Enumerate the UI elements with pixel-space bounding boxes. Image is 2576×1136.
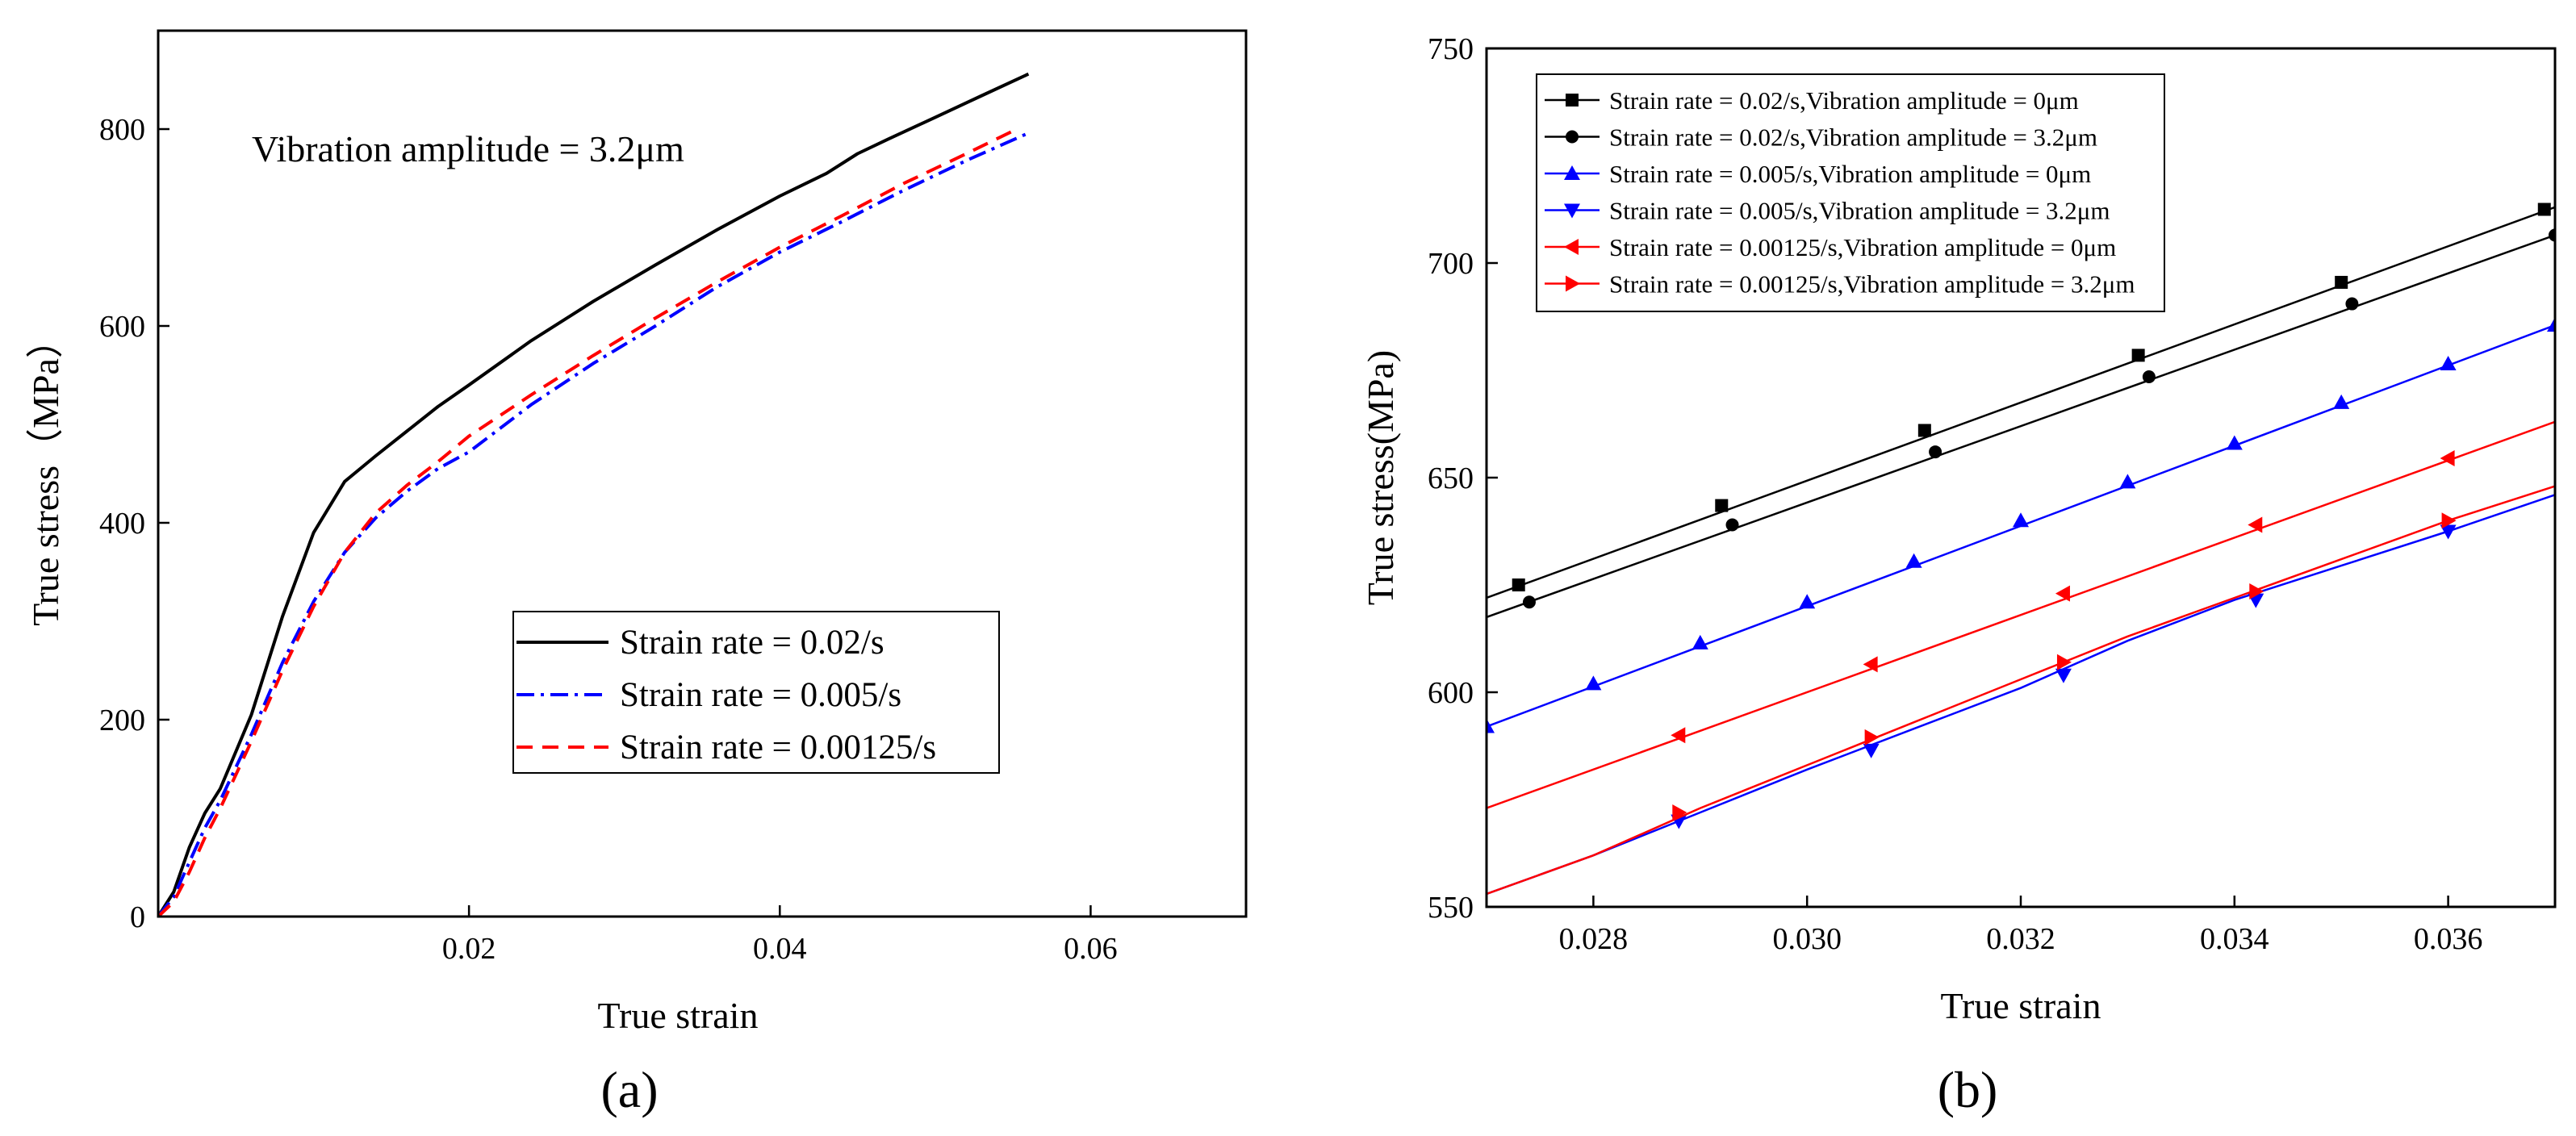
chart-a-series-line-2 <box>158 132 1030 917</box>
chart-b-series-5-marker <box>2248 516 2263 533</box>
chart-b-series-1-marker <box>2537 203 2551 216</box>
legend-b-label-4: Strain rate = 0.005/s,Vibration amplitud… <box>1609 197 2110 225</box>
chart-b-series-2-marker <box>2142 370 2156 383</box>
legend-b-marker-6 <box>1566 275 1580 292</box>
legend-b-label-3: Strain rate = 0.005/s,Vibration amplitud… <box>1609 160 2091 188</box>
legend-b-label-2: Strain rate = 0.02/s,Vibration amplitude… <box>1609 123 2097 152</box>
chart-b-plot-area <box>1487 203 2555 896</box>
chart-a-legend: Strain rate = 0.02/s Strain rate = 0.005… <box>512 611 1000 774</box>
chart-b-series-4-marker <box>1863 743 1880 758</box>
chart-b-series-1-marker <box>1512 578 1525 591</box>
chart-b-series-3-marker <box>2440 356 2457 371</box>
legend-b-label-1: Strain rate = 0.02/s,Vibration amplitude… <box>1609 86 2079 115</box>
chart-b-series-2-marker <box>2549 228 2555 242</box>
chart-b-series-3-marker <box>1905 553 1922 568</box>
chart-b-ylabel: True stress(MPa) <box>1360 350 1401 605</box>
legend-b-marker-3 <box>1564 165 1580 180</box>
chart-panel-b: 0.028 0.030 0.032 0.034 0.036 550 600 650 700 750… <box>1360 32 2557 1118</box>
legend-b-marker-2 <box>1566 130 1579 144</box>
chart-b-series-6-marker <box>1672 804 1687 821</box>
chart-b-ytick-label: 650 <box>1428 461 1474 495</box>
chart-b-legend-items: Strain rate = 0.02/s,Vibration amplitude… <box>1545 86 2135 299</box>
chart-a-ytick-label: 200 <box>99 704 145 737</box>
legend-a-label-1: Strain rate = 0.02/s <box>620 624 884 662</box>
chart-b-series-line-1 <box>1487 206 2555 599</box>
chart-b-series-2-marker <box>1725 518 1739 532</box>
legend-a-label-2: Strain rate = 0.005/s <box>620 676 901 714</box>
chart-a-xtick-label: 0.06 <box>1064 932 1118 966</box>
chart-b-series-6-marker <box>2056 654 2072 670</box>
chart-b-series-2-marker <box>2345 297 2359 311</box>
chart-b-series-3-marker <box>1799 594 1816 609</box>
chart-b-series-line-6 <box>1487 485 2555 896</box>
chart-b-series-2-marker <box>1929 445 1942 459</box>
legend-b-label-5: Strain rate = 0.00125/s,Vibration amplit… <box>1609 233 2116 261</box>
legend-b-marker-1 <box>1566 94 1579 106</box>
chart-a-annotation: Vibration amplitude = 3.2μm <box>252 128 684 169</box>
chart-b-legend-box <box>1536 73 2165 312</box>
chart-b-series-line-2 <box>1487 234 2555 619</box>
chart-b-series-1-marker <box>2335 275 2348 289</box>
chart-a-ytick-label: 0 <box>130 900 145 934</box>
chart-b-xtick-label: 0.028 <box>1559 922 1629 956</box>
chart-b-series-3-marker <box>2333 394 2350 409</box>
chart-b-series-5-marker <box>1671 727 1686 744</box>
chart-b-series-6-marker <box>1864 729 1880 746</box>
legend-a-label-3: Strain rate = 0.00125/s <box>620 729 936 766</box>
chart-a-ylabel: True stress（MPa） <box>25 321 66 626</box>
chart-a-series-line-3 <box>158 129 1014 917</box>
chart-b-series-6-marker <box>2249 583 2264 599</box>
chart-panel-a: 0.02 0.04 0.06 0 200 400 600 800 Vibration ampl… <box>25 29 1248 1118</box>
chart-b-ytick-label: 550 <box>1428 891 1474 925</box>
chart-b-series-3-marker <box>2013 512 2029 528</box>
chart-b-xtick-label: 0.034 <box>2200 922 2269 956</box>
chart-b-ticks: 0.028 0.030 0.032 0.034 0.036 550 600 650 700 750 <box>1428 32 2482 956</box>
chart-a-ytick-label: 600 <box>99 310 145 344</box>
legend-b-marker-5 <box>1564 239 1579 255</box>
chart-b-series-3-marker <box>1487 718 1495 733</box>
chart-b-xlabel: True strain <box>1941 985 2101 1026</box>
chart-b-series-5-marker <box>2440 450 2455 467</box>
chart-b-series-3-marker <box>2119 474 2136 489</box>
legend-b-label-6: Strain rate = 0.00125/s,Vibration amplit… <box>1609 270 2135 299</box>
chart-b-series-5-marker <box>2055 585 2070 602</box>
chart-b-series-3-marker <box>1692 634 1708 649</box>
chart-b-series-1-marker <box>1917 424 1931 437</box>
panel-label-a: (a) <box>600 1061 658 1118</box>
chart-b-series-line-5 <box>1487 420 2555 809</box>
chart-a-ticks: 0.02 0.04 0.06 0 200 400 600 800 <box>99 113 1118 966</box>
chart-a-series-line-1 <box>158 72 1030 917</box>
chart-b-series-1-marker <box>1715 499 1729 512</box>
panel-label-b: (b) <box>1938 1061 1998 1118</box>
legend-b-marker-4 <box>1564 203 1580 219</box>
chart-a-xtick-label: 0.02 <box>442 932 496 966</box>
chart-b-series-4-marker <box>2440 524 2457 540</box>
chart-a-xtick-label: 0.04 <box>753 932 807 966</box>
chart-b-ytick-label: 600 <box>1428 676 1474 710</box>
chart-a-plot-area <box>158 72 1030 917</box>
chart-b-series-5-marker <box>1863 656 1878 673</box>
chart-b-series-line-4 <box>1487 494 2555 896</box>
chart-b-ytick-label: 700 <box>1428 247 1474 281</box>
chart-b-ytick-label: 750 <box>1428 32 1474 66</box>
chart-b-series-3-marker <box>2547 317 2555 332</box>
chart-a-ytick-label: 400 <box>99 507 145 541</box>
chart-b-xtick-label: 0.032 <box>1986 922 2055 956</box>
chart-b-series-4-marker <box>2055 668 2072 683</box>
chart-b-series-3-marker <box>1585 675 1602 691</box>
chart-a-xlabel: True strain <box>598 995 759 1036</box>
chart-b-series-3-marker <box>2226 435 2243 450</box>
chart-b-xtick-label: 0.030 <box>1772 922 1842 956</box>
chart-a-ytick-label: 800 <box>99 113 145 147</box>
chart-a-frame <box>157 29 1248 918</box>
chart-b-xtick-label: 0.036 <box>2414 922 2483 956</box>
chart-b-series-2-marker <box>1522 595 1536 609</box>
chart-b-series-6-marker <box>2441 512 2457 529</box>
chart-b-legend: Strain rate = 0.02/s,Vibration amplitude… <box>1536 73 2165 312</box>
chart-b-series-1-marker <box>2131 349 2145 362</box>
